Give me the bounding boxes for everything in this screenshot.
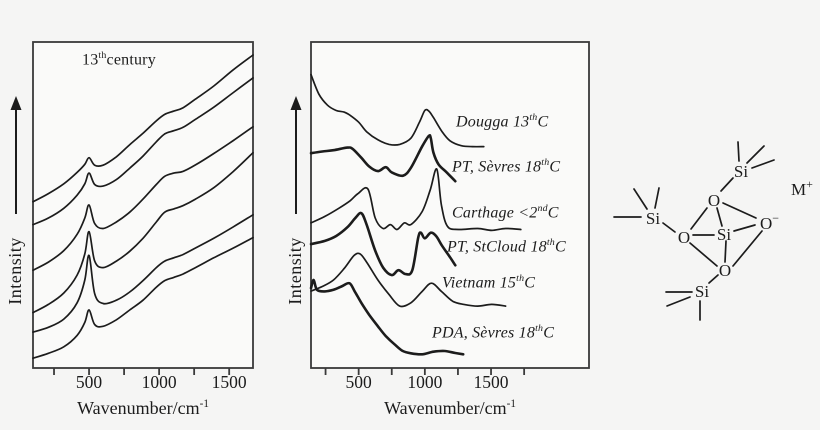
x-tick-label: 500 xyxy=(75,372,103,392)
middle-x-tick-labels: 500 1000 1500 xyxy=(310,372,590,394)
x-tick-label: 500 xyxy=(345,372,372,392)
top-o-atom: O xyxy=(708,191,720,210)
curve-label-pda-sevres: PDA, Sèvres 18thC xyxy=(432,323,555,342)
x-tick-label: 1000 xyxy=(407,372,443,392)
middle-x-axis-title: Wavenumber/cm-1 xyxy=(384,398,516,418)
spectrum-curve xyxy=(32,213,254,333)
left-si-atom: Si xyxy=(646,209,660,228)
spectrum-curve xyxy=(309,278,465,356)
middle-y-axis-label: Intensity xyxy=(285,237,305,305)
spectrum-curve xyxy=(32,54,254,203)
left-o-atom: O xyxy=(678,228,690,247)
spectrum-curve xyxy=(310,168,522,232)
left-intensity-arrow-icon xyxy=(10,96,22,214)
m-plus-cation: M+ xyxy=(791,177,813,199)
curve-label-pt-stcloud: PT, StCloud 18thC xyxy=(447,237,566,256)
middle-intensity-arrow-icon xyxy=(290,96,302,214)
left-spectra-panel: 13thcentury 500 1000 1500 Wavenumber/cm-1 xyxy=(32,41,254,426)
top-si-atom: Si xyxy=(734,162,748,181)
left-panel-annotation: 13thcentury xyxy=(82,50,156,69)
spectrum-curve xyxy=(309,133,457,183)
central-si-atom: Si xyxy=(717,225,731,244)
middle-spectra-plot xyxy=(309,41,590,375)
left-x-tick-labels: 500 1000 1500 xyxy=(32,372,254,394)
spectrum-curve xyxy=(310,252,507,308)
bond-lines xyxy=(613,141,775,321)
spectrum-curve xyxy=(310,73,485,148)
spectrum-curve xyxy=(32,77,254,226)
spectrum-curve xyxy=(32,151,254,314)
x-tick-label: 1000 xyxy=(141,372,177,392)
x-tick-label: 1500 xyxy=(473,372,509,392)
bottom-si-atom: Si xyxy=(695,282,709,301)
left-x-axis-title: Wavenumber/cm-1 xyxy=(77,398,209,418)
curve-label-vietnam: Vietnam 15thC xyxy=(442,273,536,292)
curve-label-carthage: Carthage <2ndC xyxy=(452,203,559,222)
middle-spectra-panel: Dougga 13thC PT, Sèvres 18thC Carthage <… xyxy=(309,41,590,426)
spectrum-curve xyxy=(32,125,254,272)
left-spectra-plot xyxy=(32,41,254,375)
spectrum-curve xyxy=(309,211,457,277)
left-y-axis-label: Intensity xyxy=(5,237,25,305)
curve-label-pt-sevres: PT, Sèvres 18thC xyxy=(452,157,561,176)
spectrum-curve xyxy=(32,236,254,360)
curve-label-dougga: Dougga 13thC xyxy=(456,112,549,131)
x-tick-label: 1500 xyxy=(211,372,247,392)
silicate-structure-diagram: Si O Si O Si O Si O− M+ xyxy=(613,141,813,321)
o-minus-atom: O− xyxy=(760,211,779,233)
bottom-o-atom: O xyxy=(719,261,731,280)
